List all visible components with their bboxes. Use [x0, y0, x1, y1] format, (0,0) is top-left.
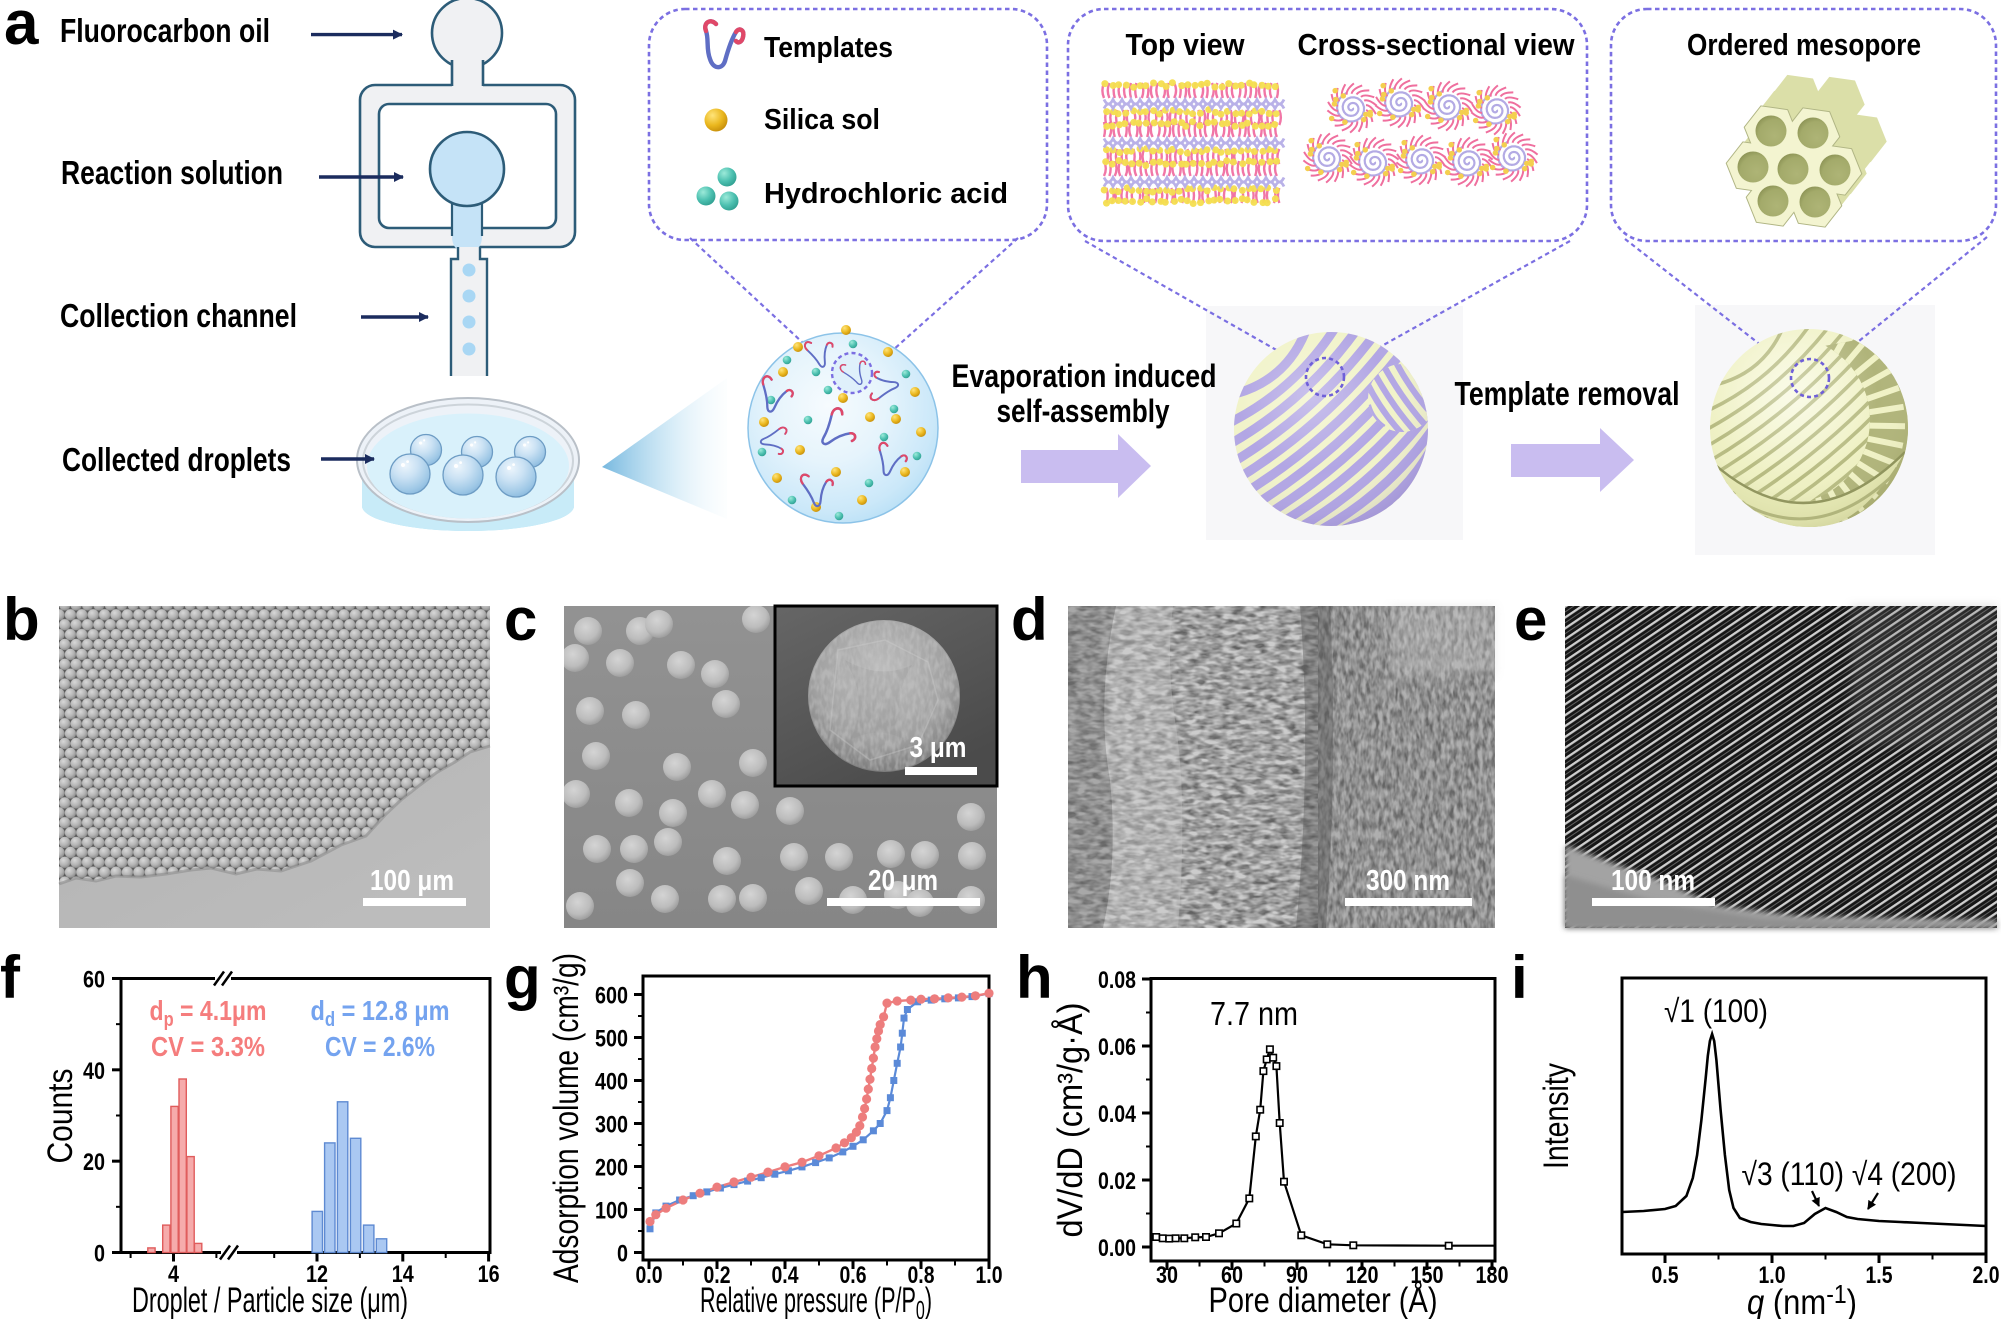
svg-text:dd = 12.8 μm: dd = 12.8 μm [311, 995, 450, 1031]
svg-text:0: 0 [94, 1241, 105, 1268]
svg-text:0.0: 0.0 [636, 1262, 663, 1289]
svg-text:CV = 3.3%: CV = 3.3% [151, 1031, 265, 1062]
svg-text:0.00: 0.00 [1098, 1235, 1136, 1262]
svg-text:√3 (110) √4 (200): √3 (110) √4 (200) [1742, 1156, 1957, 1192]
svg-text:Ordered mesopore: Ordered mesopore [1687, 27, 1921, 62]
svg-text:g: g [504, 944, 541, 1011]
svg-text:60: 60 [83, 966, 105, 993]
svg-text:0.02: 0.02 [1098, 1168, 1136, 1195]
svg-text:300 nm: 300 nm [1366, 865, 1450, 897]
svg-text:100 μm: 100 μm [370, 865, 454, 897]
svg-text:Templates: Templates [764, 32, 893, 64]
svg-text:q (nm-1): q (nm-1) [1747, 1279, 1857, 1319]
svg-text:d: d [1011, 586, 1048, 653]
svg-text:60: 60 [1221, 1262, 1243, 1289]
svg-text:4: 4 [168, 1261, 180, 1288]
svg-text:1.0: 1.0 [976, 1262, 1003, 1289]
svg-text:f: f [0, 944, 21, 1011]
svg-text:Intensity: Intensity [1537, 1063, 1576, 1169]
svg-text:100: 100 [595, 1198, 628, 1225]
svg-text:e: e [1514, 586, 1547, 653]
svg-text:Fluorocarbon oil: Fluorocarbon oil [60, 12, 270, 49]
svg-text:12: 12 [306, 1261, 328, 1288]
svg-text:Pore diameter (Å): Pore diameter (Å) [1209, 1281, 1438, 1319]
svg-text:0.4: 0.4 [772, 1262, 800, 1289]
svg-text:1.0: 1.0 [1759, 1262, 1786, 1289]
svg-text:Adsorption volume (cm³/g): Adsorption volume (cm³/g) [547, 953, 586, 1283]
svg-text:dp = 4.1μm: dp = 4.1μm [150, 995, 267, 1031]
svg-text:0.04: 0.04 [1098, 1101, 1137, 1128]
svg-text:40: 40 [83, 1058, 105, 1085]
svg-text:dV/dD (cm³/g·Å): dV/dD (cm³/g·Å) [1051, 1003, 1090, 1238]
svg-text:Cross-sectional view: Cross-sectional view [1298, 27, 1576, 62]
svg-text:3 μm: 3 μm [910, 732, 967, 764]
svg-text:20: 20 [83, 1149, 105, 1176]
svg-text:Template removal: Template removal [1455, 375, 1680, 412]
svg-text:√1 (100): √1 (100) [1664, 993, 1768, 1029]
svg-text:14: 14 [392, 1261, 415, 1288]
svg-text:16: 16 [478, 1261, 500, 1288]
svg-text:30: 30 [1156, 1262, 1178, 1289]
svg-text:c: c [504, 586, 537, 653]
svg-text:Top view: Top view [1126, 27, 1246, 62]
svg-text:600: 600 [595, 983, 628, 1010]
svg-text:500: 500 [595, 1026, 628, 1053]
svg-text:0.06: 0.06 [1098, 1034, 1136, 1061]
svg-text:Collected droplets: Collected droplets [62, 441, 291, 478]
svg-text:a: a [4, 0, 39, 58]
svg-text:Evaporation induced: Evaporation induced [952, 358, 1217, 394]
svg-text:150: 150 [1411, 1262, 1444, 1289]
svg-text:120: 120 [1346, 1262, 1379, 1289]
svg-text:CV = 2.6%: CV = 2.6% [325, 1031, 435, 1062]
svg-text:0.6: 0.6 [840, 1262, 867, 1289]
svg-text:h: h [1016, 944, 1053, 1011]
svg-text:b: b [3, 586, 40, 653]
svg-text:0.8: 0.8 [908, 1262, 935, 1289]
svg-text:200: 200 [595, 1155, 628, 1182]
svg-text:Relative pressure (P/P0): Relative pressure (P/P0) [700, 1281, 932, 1319]
svg-text:Reaction solution: Reaction solution [61, 154, 283, 191]
svg-text:90: 90 [1286, 1262, 1308, 1289]
svg-text:2.0: 2.0 [1973, 1262, 2000, 1289]
svg-text:0.08: 0.08 [1098, 967, 1136, 994]
svg-text:Counts: Counts [41, 1069, 80, 1164]
svg-text:Hydrochloric acid: Hydrochloric acid [764, 178, 1008, 210]
svg-text:20 μm: 20 μm [868, 865, 938, 897]
svg-text:1.5: 1.5 [1866, 1262, 1893, 1289]
svg-text:self-assembly: self-assembly [997, 393, 1170, 429]
svg-text:300: 300 [595, 1112, 628, 1139]
svg-text:Droplet / Particle size (μm): Droplet / Particle size (μm) [132, 1281, 408, 1319]
svg-text:Collection channel: Collection channel [60, 297, 297, 334]
svg-text:400: 400 [595, 1069, 628, 1096]
svg-text:7.7 nm: 7.7 nm [1210, 995, 1298, 1032]
svg-text:0.5: 0.5 [1652, 1262, 1679, 1289]
svg-text:0: 0 [617, 1241, 628, 1268]
svg-text:0.2: 0.2 [704, 1262, 731, 1289]
svg-text:i: i [1511, 944, 1528, 1011]
svg-text:180: 180 [1476, 1262, 1509, 1289]
svg-text:100 nm: 100 nm [1611, 865, 1695, 897]
svg-text:Silica sol: Silica sol [764, 104, 880, 136]
